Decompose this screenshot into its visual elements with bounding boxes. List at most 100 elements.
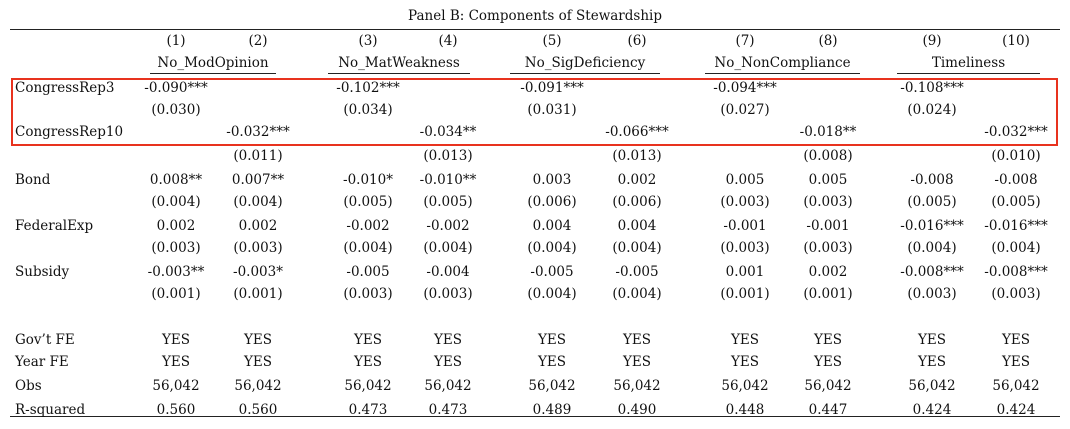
row-label: Bond (15, 172, 51, 188)
table-cell: (0.010) (991, 148, 1041, 164)
column-number: (3) (358, 33, 378, 49)
table-cell: 56,042 (424, 378, 472, 394)
table-cell: 0.447 (808, 402, 848, 418)
group-header: No_NonCompliance (714, 55, 851, 71)
table-cell: (0.003) (151, 240, 201, 256)
table-cell: 0.448 (725, 402, 765, 418)
table-cell: YES (622, 332, 652, 348)
table-cell: YES (813, 354, 843, 370)
row-label: FederalExp (15, 218, 94, 234)
table-cell: YES (537, 332, 567, 348)
table-cell: -0.010** (419, 172, 477, 188)
table-cell: (0.003) (233, 240, 283, 256)
table-cell: (0.003) (720, 194, 770, 210)
table-cell: YES (243, 332, 273, 348)
table-cell: (0.030) (151, 102, 201, 118)
row-label: CongressRep10 (15, 124, 124, 140)
table-cell: 0.473 (348, 402, 388, 418)
table-cell: (0.003) (803, 240, 853, 256)
table-cell: YES (433, 332, 463, 348)
table-cell: 0.560 (156, 402, 196, 418)
table-cell: YES (161, 332, 191, 348)
table-cell: -0.008 (994, 172, 1038, 188)
table-cell: (0.011) (233, 148, 283, 164)
column-number: (10) (1002, 33, 1030, 49)
table-cell: 0.002 (617, 172, 657, 188)
table-cell: (0.003) (991, 286, 1041, 302)
table-cell: (0.004) (151, 194, 201, 210)
table-cell: YES (730, 332, 760, 348)
table-cell: 0.489 (532, 402, 572, 418)
table-cell: -0.102*** (336, 80, 400, 96)
group-rule (705, 73, 860, 74)
table-cell: -0.002 (346, 218, 390, 234)
table-cell: (0.004) (343, 240, 393, 256)
table-cell: YES (622, 354, 652, 370)
table-cell: -0.008*** (984, 264, 1048, 280)
table-cell: (0.004) (907, 240, 957, 256)
table-cell: (0.001) (233, 286, 283, 302)
table-cell: -0.001 (723, 218, 767, 234)
table-cell: (0.005) (423, 194, 473, 210)
table-cell: (0.003) (720, 240, 770, 256)
table-cell: 56,042 (234, 378, 282, 394)
column-number: (2) (248, 33, 268, 49)
table-cell: (0.008) (803, 148, 853, 164)
table-cell: (0.013) (612, 148, 662, 164)
table-cell: -0.034** (419, 124, 477, 140)
table-cell: 0.424 (912, 402, 952, 418)
table-cell: YES (353, 354, 383, 370)
table-cell: (0.013) (423, 148, 473, 164)
table-cell: (0.006) (612, 194, 662, 210)
table-cell: 0.473 (428, 402, 468, 418)
table-cell: -0.004 (426, 264, 470, 280)
table-cell: 56,042 (344, 378, 392, 394)
table-cell: 0.005 (725, 172, 765, 188)
table-cell: -0.066*** (605, 124, 669, 140)
table-cell: 0.004 (617, 218, 657, 234)
group-header: No_ModOpinion (157, 55, 269, 71)
panel-title: Panel B: Components of Stewardship (408, 8, 662, 24)
highlight-box (11, 78, 1058, 146)
table-cell: 56,042 (721, 378, 769, 394)
table-cell: (0.004) (612, 286, 662, 302)
table-cell: -0.094*** (713, 80, 777, 96)
table-cell: 0.002 (156, 218, 196, 234)
table-cell: (0.034) (343, 102, 393, 118)
table-cell: -0.005 (615, 264, 659, 280)
table-cell: -0.008*** (900, 264, 964, 280)
row-label: CongressRep3 (15, 80, 115, 96)
table-cell: 0.008** (149, 172, 203, 188)
table-cell: (0.004) (527, 240, 577, 256)
table-cell: (0.004) (423, 240, 473, 256)
table-cell: YES (917, 332, 947, 348)
table-cell: (0.001) (803, 286, 853, 302)
table-cell: (0.024) (907, 102, 957, 118)
table-cell: YES (433, 354, 463, 370)
table-cell: (0.006) (527, 194, 577, 210)
column-number: (8) (818, 33, 838, 49)
column-number: (1) (166, 33, 186, 49)
table-cell: 0.002 (808, 264, 848, 280)
table-cell: 0.005 (808, 172, 848, 188)
table-cell: -0.003** (147, 264, 205, 280)
table-cell: 56,042 (528, 378, 576, 394)
table-cell: (0.027) (720, 102, 770, 118)
table-cell: -0.090*** (144, 80, 208, 96)
group-rule (510, 73, 660, 74)
table-cell: 56,042 (804, 378, 852, 394)
table-cell: 0.004 (532, 218, 572, 234)
table-cell: -0.001 (806, 218, 850, 234)
table-cell: YES (1001, 354, 1031, 370)
column-number: (6) (627, 33, 647, 49)
table-cell: -0.091*** (520, 80, 584, 96)
table-cell: -0.032*** (984, 124, 1048, 140)
table-cell: -0.003* (233, 264, 283, 280)
group-rule (150, 73, 276, 74)
table-cell: (0.031) (527, 102, 577, 118)
table-cell: 0.002 (238, 218, 278, 234)
table-cell: YES (813, 332, 843, 348)
table-cell: 0.490 (617, 402, 657, 418)
table-cell: (0.004) (233, 194, 283, 210)
column-number: (4) (438, 33, 458, 49)
